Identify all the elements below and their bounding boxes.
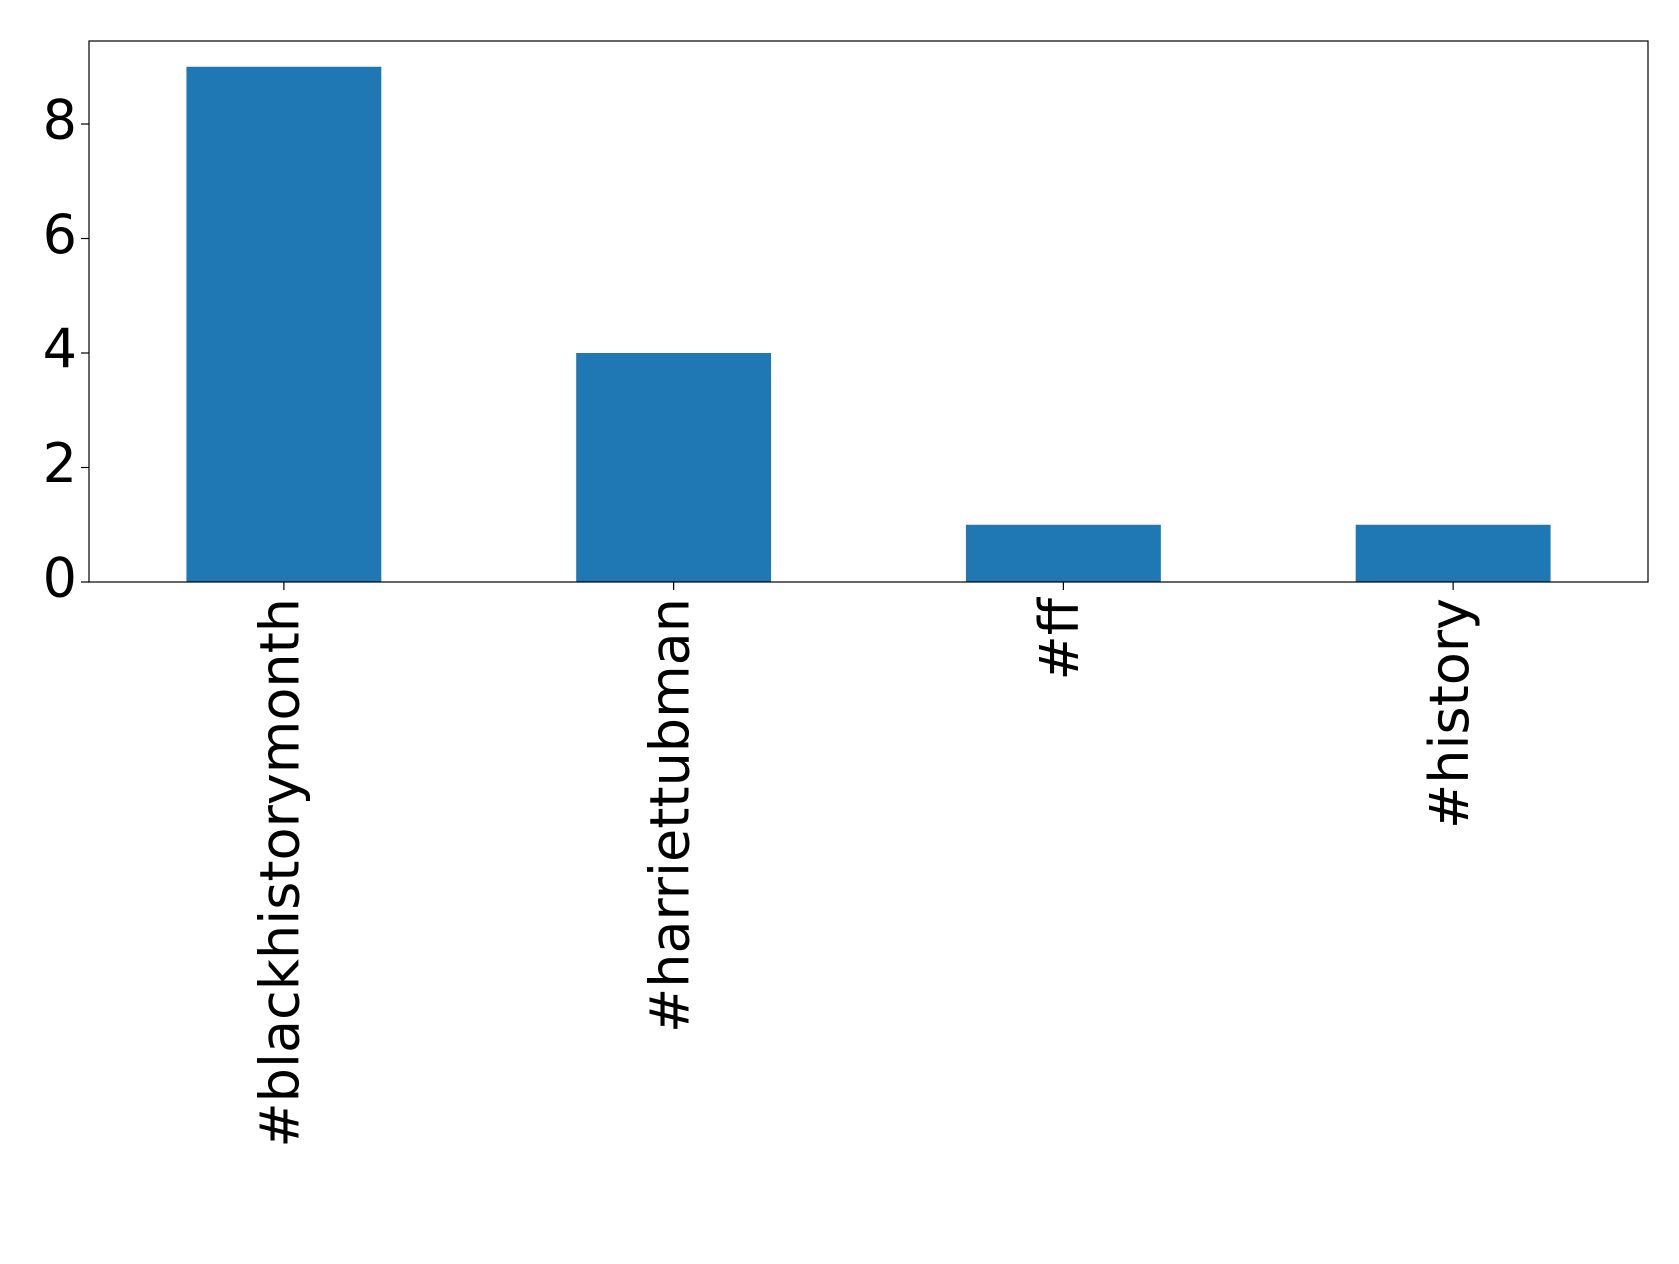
bar — [965, 524, 1161, 582]
x-tick-label: #history — [1418, 598, 1481, 829]
plot-frame — [88, 40, 1649, 583]
y-tick-label: 0 — [43, 547, 77, 610]
y-tick-label: 8 — [43, 89, 77, 152]
bar — [1355, 524, 1551, 582]
bar — [576, 353, 772, 582]
y-tick-label: 4 — [43, 318, 77, 381]
y-tick-label: 6 — [43, 203, 77, 266]
y-tick-label: 2 — [43, 432, 77, 495]
x-tick-label: #harriettubman — [638, 598, 701, 1033]
x-tick-label: #ff — [1028, 596, 1091, 680]
bar — [186, 66, 382, 582]
x-tick-label: #blackhistorymonth — [249, 598, 312, 1148]
